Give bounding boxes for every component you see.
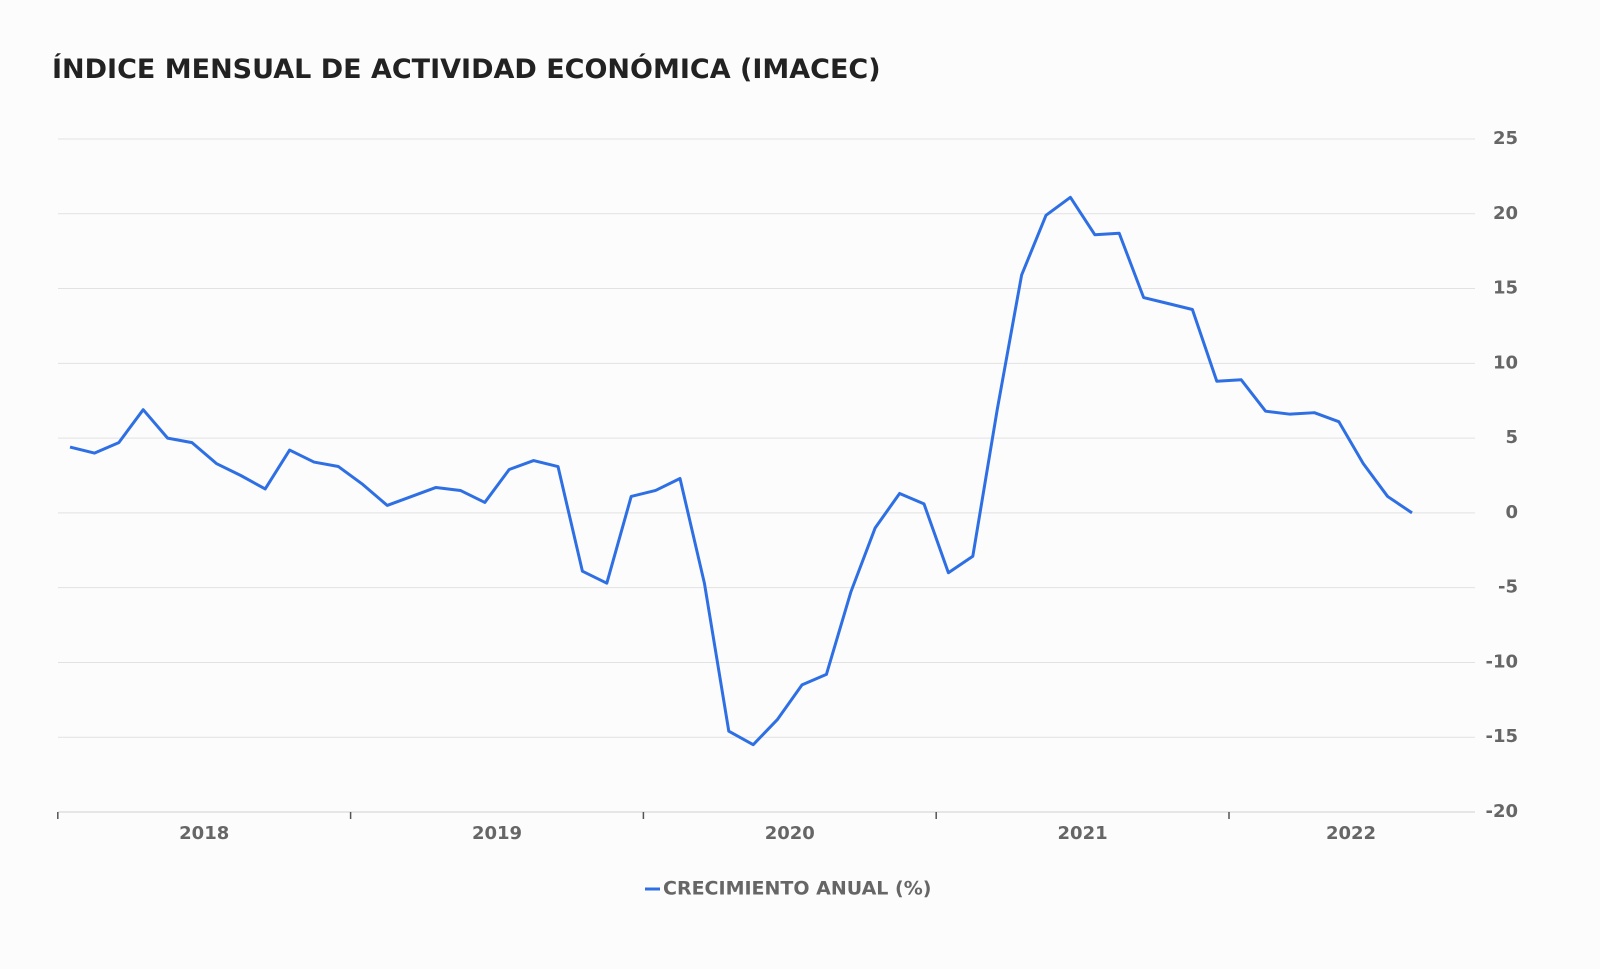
y-tick-label: -5 — [1498, 577, 1518, 598]
y-tick-label: 20 — [1493, 203, 1518, 224]
x-tick-label: 2019 — [472, 823, 522, 844]
data-line — [69, 195, 1413, 747]
x-tick-label: 2018 — [179, 823, 229, 844]
y-tick-label: 5 — [1505, 427, 1518, 448]
x-tick-label: 2021 — [1058, 823, 1108, 844]
legend-label: CRECIMIENTO ANUAL (%) — [663, 878, 931, 900]
y-tick-label: 25 — [1493, 128, 1518, 149]
y-tick-label: 15 — [1493, 278, 1518, 299]
chart-title: ÍNDICE MENSUAL DE ACTIVIDAD ECONÓMICA (I… — [52, 53, 881, 85]
x-tick-label: 2020 — [765, 823, 815, 844]
x-tick-label: 2022 — [1326, 823, 1376, 844]
y-tick-label: 0 — [1505, 502, 1518, 523]
y-tick-label: -10 — [1485, 651, 1518, 672]
y-tick-label: 10 — [1493, 352, 1518, 373]
y-tick-label: -15 — [1485, 726, 1518, 747]
y-tick-label: -20 — [1485, 801, 1518, 822]
